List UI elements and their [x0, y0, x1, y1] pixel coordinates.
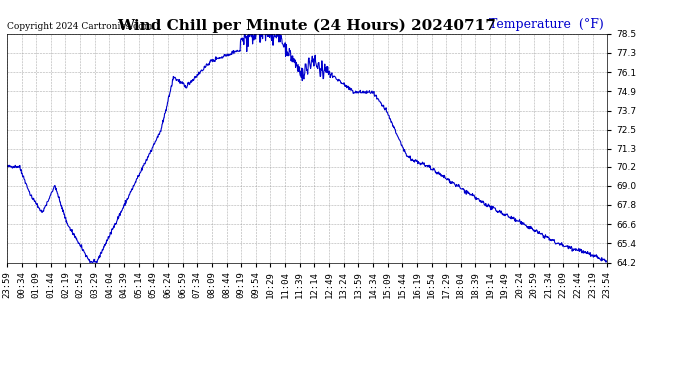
Text: Copyright 2024 Cartronics.com: Copyright 2024 Cartronics.com: [7, 22, 152, 32]
Text: Temperature  (°F): Temperature (°F): [489, 18, 604, 32]
Title: Wind Chill per Minute (24 Hours) 20240717: Wind Chill per Minute (24 Hours) 2024071…: [117, 18, 497, 33]
